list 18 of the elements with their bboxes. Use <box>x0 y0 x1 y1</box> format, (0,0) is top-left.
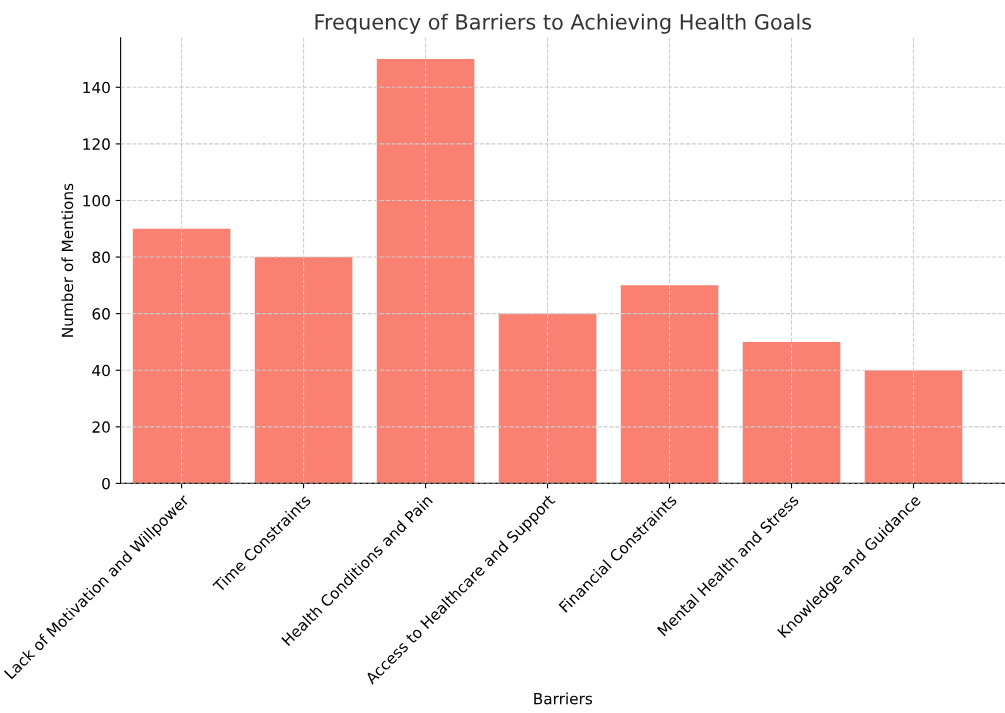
bar <box>376 59 475 484</box>
bar <box>132 228 231 484</box>
y-tick-label: 100 <box>83 194 110 207</box>
bar <box>254 257 353 484</box>
bar <box>742 341 841 484</box>
x-axis-title: Barriers <box>534 692 593 705</box>
chart-title: Frequency of Barriers to Achieving Health Goals <box>315 13 812 34</box>
y-tick-label: 140 <box>83 81 110 94</box>
bar <box>864 370 963 484</box>
y-tick-label: 0 <box>102 477 110 490</box>
y-tick-label: 40 <box>92 364 110 377</box>
y-tick-label: 120 <box>83 138 110 150</box>
bar <box>620 285 719 484</box>
y-tick-label: 60 <box>92 308 110 320</box>
y-tick-label: 20 <box>92 421 110 433</box>
bar <box>498 313 597 484</box>
y-tick-label: 80 <box>92 251 110 264</box>
y-axis-title: Number of Mentions <box>61 183 74 337</box>
